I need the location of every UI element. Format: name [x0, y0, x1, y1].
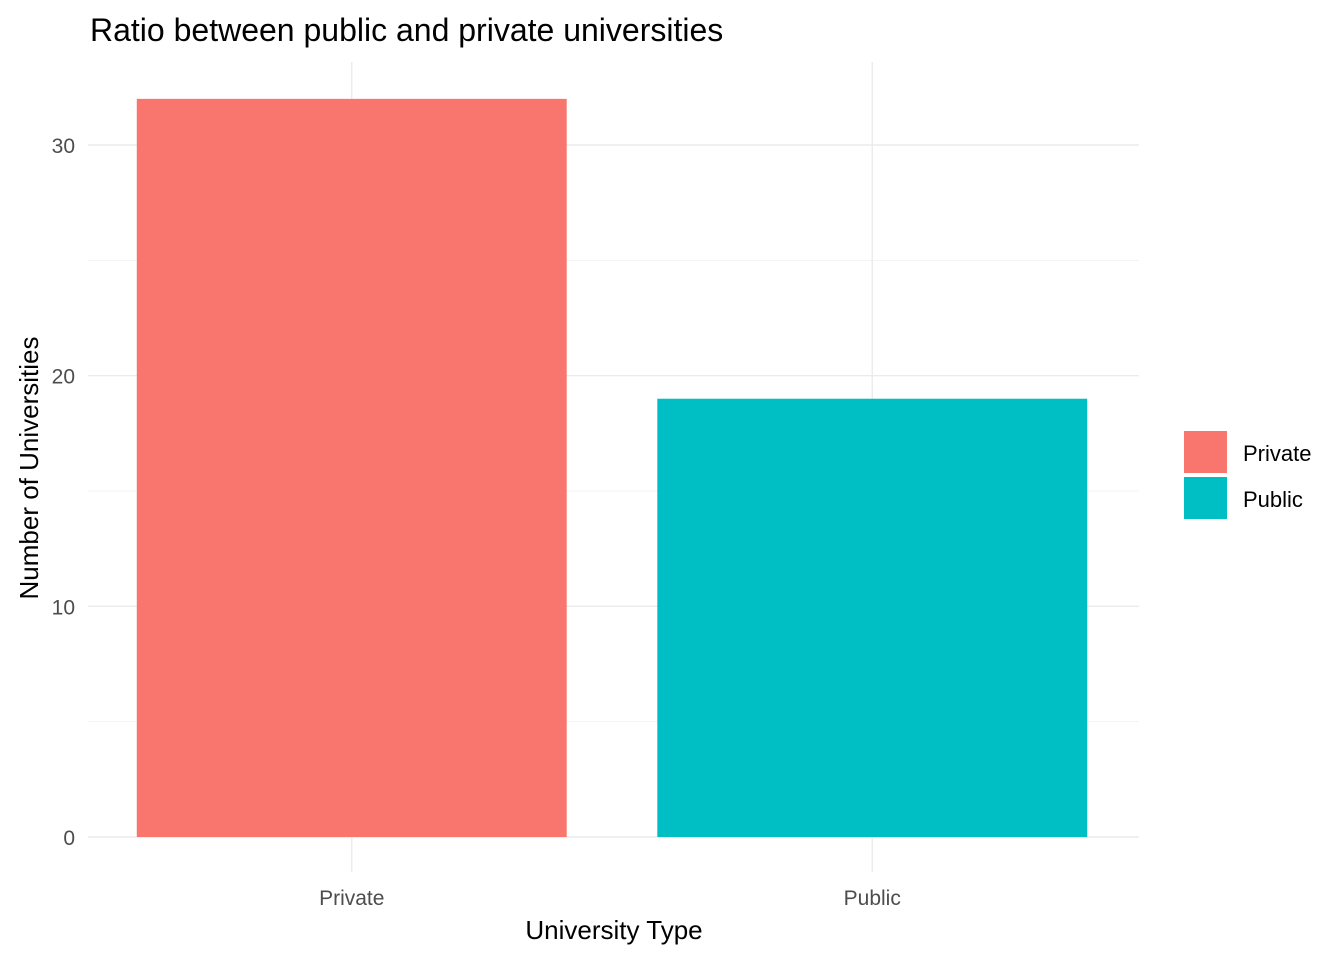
- legend-key-public: [1184, 477, 1227, 519]
- x-axis-title: University Type: [525, 915, 702, 945]
- y-tick-label: 30: [52, 135, 75, 158]
- bar-public: [657, 398, 1088, 837]
- bars-layer: [136, 98, 1088, 837]
- y-tick-label: 10: [52, 596, 75, 619]
- y-tick-label: 0: [63, 827, 75, 850]
- legend: Private Public: [1184, 431, 1311, 519]
- y-axis-title: Number of Universities: [14, 337, 44, 600]
- chart-title: Ratio between public and private univers…: [90, 12, 723, 48]
- y-axis-ticks: 0 10 20 30: [52, 135, 75, 850]
- legend-key-private: [1184, 431, 1227, 473]
- legend-label-public: Public: [1243, 487, 1303, 512]
- x-axis-ticks: Private Public: [319, 887, 901, 910]
- legend-label-private: Private: [1243, 441, 1311, 466]
- y-tick-label: 20: [52, 366, 75, 389]
- bar-private: [136, 98, 567, 837]
- x-tick-label: Private: [319, 887, 384, 910]
- x-tick-label: Public: [844, 887, 901, 910]
